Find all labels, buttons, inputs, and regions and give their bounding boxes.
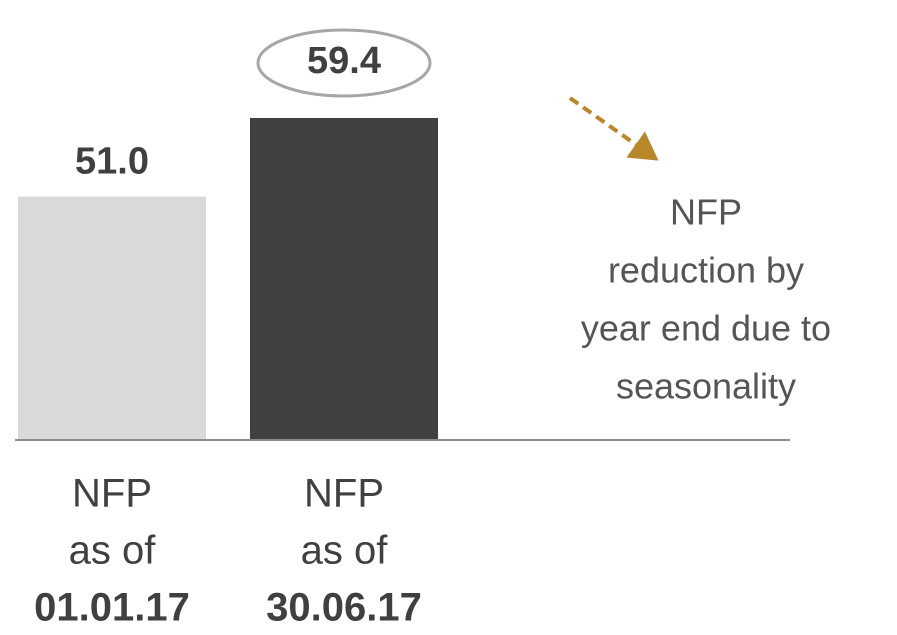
bar (250, 118, 438, 441)
arrow (568, 96, 659, 161)
x-tick-label: as of (69, 529, 157, 573)
x-tick-label: as of (301, 529, 389, 573)
annotation: NFP (670, 192, 742, 233)
x-tick-label: NFP (304, 472, 384, 516)
annotation: year end due to (581, 308, 831, 349)
annotation: reduction by (608, 250, 804, 291)
x-tick-label: 01.01.17 (34, 586, 190, 630)
x-tick-label: 30.06.17 (266, 586, 422, 630)
highlight-ellipse (256, 28, 432, 98)
annotation: seasonality (616, 366, 796, 407)
value-label: 51.0 (75, 141, 149, 183)
value-label: 59.4 (307, 40, 381, 82)
x-tick-label: NFP (72, 472, 152, 516)
bar (18, 196, 206, 440)
